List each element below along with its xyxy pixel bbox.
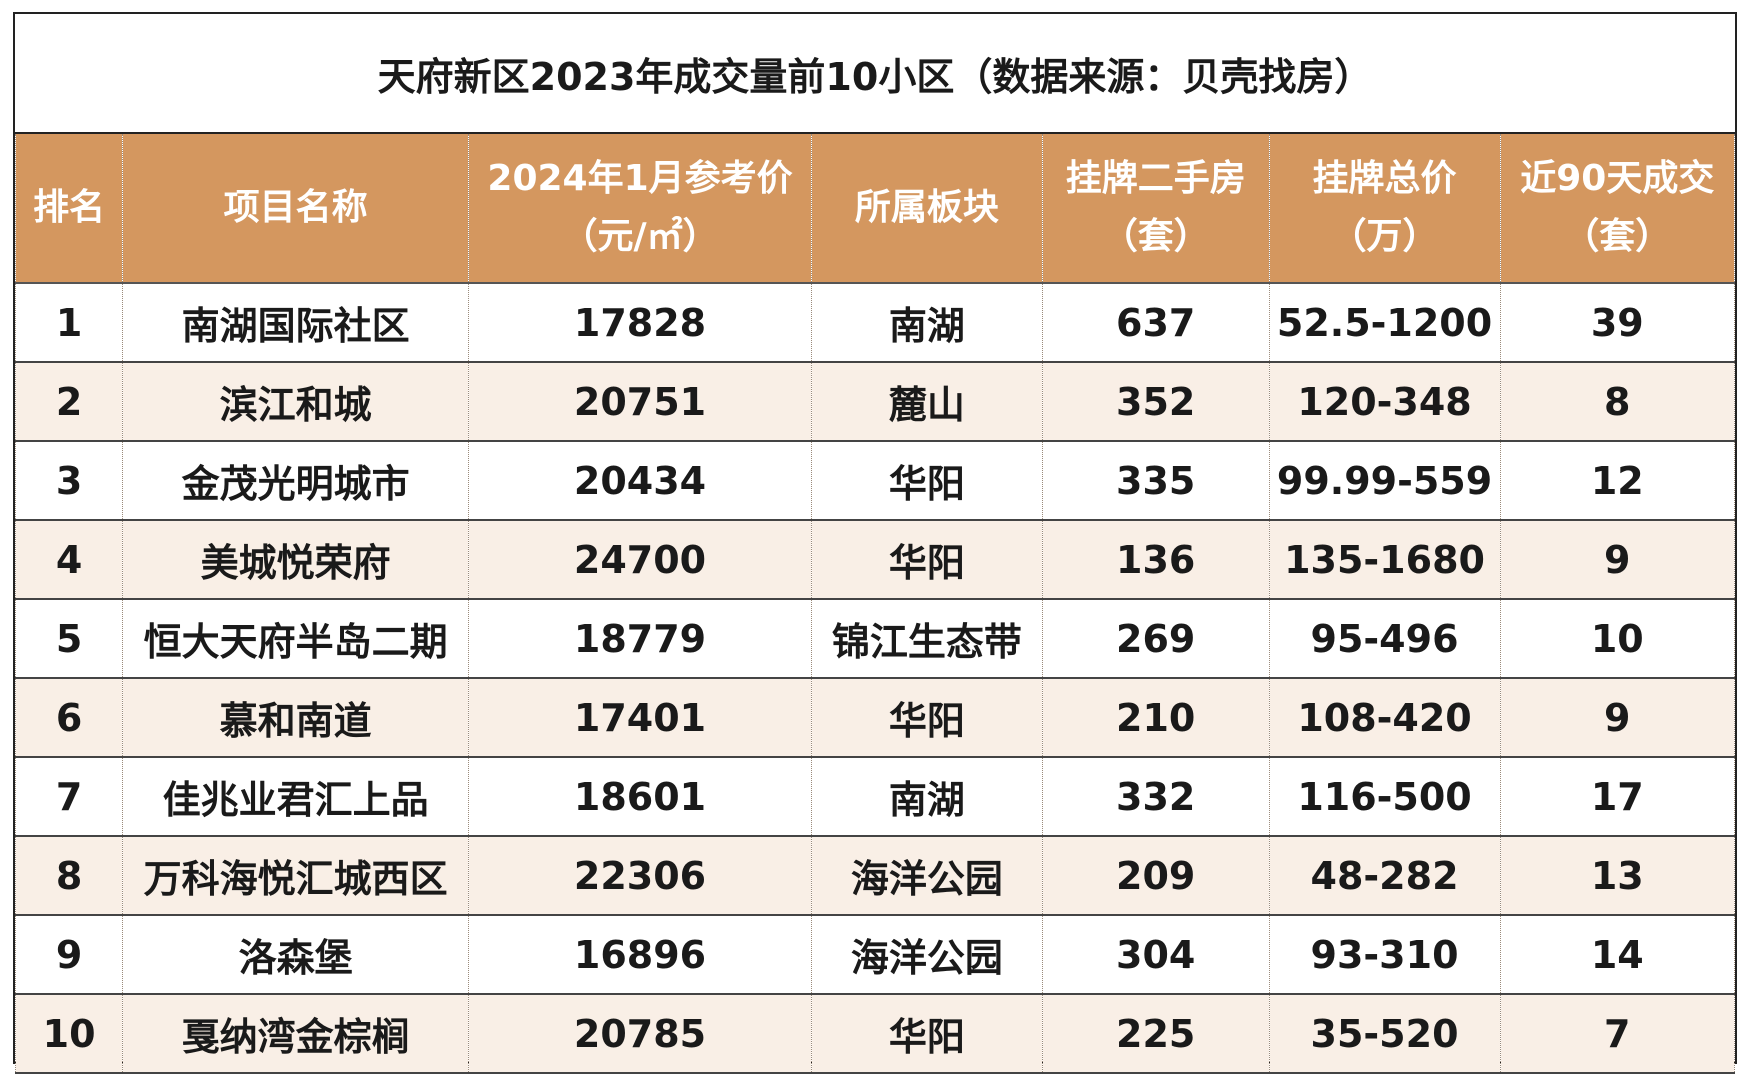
header-reference-price: 2024年1月参考价 （元/㎡） — [468, 134, 812, 284]
cell-district: 麓山 — [810, 362, 1043, 442]
cell-listed-units: 269 — [1041, 599, 1270, 679]
cell-district: 南湖 — [810, 283, 1043, 363]
cell-rank: 10 — [14, 994, 124, 1074]
cell-90day-deals: 9 — [1499, 678, 1736, 758]
cell-district: 锦江生态带 — [810, 599, 1043, 679]
cell-reference-price: 16896 — [468, 915, 812, 995]
cell-listed-units: 637 — [1041, 283, 1270, 363]
cell-90day-deals: 9 — [1499, 520, 1736, 600]
cell-district: 海洋公园 — [810, 915, 1043, 995]
cell-listed-units: 225 — [1041, 994, 1270, 1074]
cell-listed-total-price: 116-500 — [1268, 757, 1501, 837]
cell-reference-price: 18601 — [468, 757, 812, 837]
cell-90day-deals: 8 — [1499, 362, 1736, 442]
cell-90day-deals: 13 — [1499, 836, 1736, 916]
cell-district: 华阳 — [810, 441, 1043, 521]
table-title: 天府新区2023年成交量前10小区（数据来源：贝壳找房） — [15, 14, 1735, 134]
cell-rank: 1 — [14, 283, 124, 363]
cell-reference-price: 17828 — [468, 283, 812, 363]
table-row: 9 洛森堡 16896 海洋公园 304 93-310 14 — [14, 915, 1736, 995]
cell-90day-deals: 14 — [1499, 915, 1736, 995]
cell-rank: 7 — [14, 757, 124, 837]
cell-reference-price: 20785 — [468, 994, 812, 1074]
cell-rank: 3 — [14, 441, 124, 521]
table-row: 6 慕和南道 17401 华阳 210 108-420 9 — [14, 678, 1736, 758]
cell-reference-price: 18779 — [468, 599, 812, 679]
header-row: 排名 项目名称 2024年1月参考价 （元/㎡） 所属板块 挂牌二手房 （套） 挂牌… — [14, 134, 1736, 284]
cell-reference-price: 20434 — [468, 441, 812, 521]
cell-project-name: 恒大天府半岛二期 — [122, 599, 470, 679]
cell-rank: 6 — [14, 678, 124, 758]
cell-rank: 5 — [14, 599, 124, 679]
cell-listed-total-price: 99.99-559 — [1268, 441, 1501, 521]
cell-reference-price: 22306 — [468, 836, 812, 916]
cell-district: 华阳 — [810, 520, 1043, 600]
cell-listed-total-price: 135-1680 — [1268, 520, 1501, 600]
cell-rank: 2 — [14, 362, 124, 442]
table-row: 10 戛纳湾金棕榈 20785 华阳 225 35-520 7 — [14, 994, 1736, 1074]
cell-district: 华阳 — [810, 994, 1043, 1074]
table-sheet: 天府新区2023年成交量前10小区（数据来源：贝壳找房） 排名 项目名称 202… — [13, 12, 1737, 1074]
cell-listed-units: 136 — [1041, 520, 1270, 600]
table-row: 2 滨江和城 20751 麓山 352 120-348 8 — [14, 362, 1736, 442]
cell-rank: 9 — [14, 915, 124, 995]
cell-reference-price: 17401 — [468, 678, 812, 758]
table-row: 1 南湖国际社区 17828 南湖 637 52.5-1200 39 — [14, 283, 1736, 363]
cell-project-name: 滨江和城 — [122, 362, 470, 442]
header-90day-deals: 近90天成交 （套） — [1499, 134, 1736, 284]
cell-90day-deals: 39 — [1499, 283, 1736, 363]
cell-district: 华阳 — [810, 678, 1043, 758]
ranking-table: 排名 项目名称 2024年1月参考价 （元/㎡） 所属板块 挂牌二手房 （套） 挂牌… — [14, 134, 1736, 1074]
table-row: 5 恒大天府半岛二期 18779 锦江生态带 269 95-496 10 — [14, 599, 1736, 679]
table-row: 3 金茂光明城市 20434 华阳 335 99.99-559 12 — [14, 441, 1736, 521]
cell-rank: 4 — [14, 520, 124, 600]
header-rank: 排名 — [14, 134, 124, 284]
cell-listed-total-price: 108-420 — [1268, 678, 1501, 758]
cell-reference-price: 24700 — [468, 520, 812, 600]
cell-listed-total-price: 95-496 — [1268, 599, 1501, 679]
cell-listed-total-price: 120-348 — [1268, 362, 1501, 442]
header-project-name: 项目名称 — [122, 134, 470, 284]
cell-reference-price: 20751 — [468, 362, 812, 442]
table-body: 1 南湖国际社区 17828 南湖 637 52.5-1200 39 2 滨江和城 20751 麓山… — [14, 283, 1736, 1074]
cell-project-name: 佳兆业君汇上品 — [122, 757, 470, 837]
cell-90day-deals: 7 — [1499, 994, 1736, 1074]
cell-listed-total-price: 35-520 — [1268, 994, 1501, 1074]
cell-listed-units: 335 — [1041, 441, 1270, 521]
table-row: 4 美城悦荣府 24700 华阳 136 135-1680 9 — [14, 520, 1736, 600]
table-row: 7 佳兆业君汇上品 18601 南湖 332 116-500 17 — [14, 757, 1736, 837]
header-listed-total-price: 挂牌总价 （万） — [1268, 134, 1501, 284]
cell-90day-deals: 17 — [1499, 757, 1736, 837]
header-listed-units: 挂牌二手房 （套） — [1041, 134, 1270, 284]
cell-listed-total-price: 48-282 — [1268, 836, 1501, 916]
cell-listed-units: 352 — [1041, 362, 1270, 442]
cell-project-name: 美城悦荣府 — [122, 520, 470, 600]
cell-district: 海洋公园 — [810, 836, 1043, 916]
cell-90day-deals: 12 — [1499, 441, 1736, 521]
cell-district: 南湖 — [810, 757, 1043, 837]
cell-project-name: 戛纳湾金棕榈 — [122, 994, 470, 1074]
cell-listed-units: 304 — [1041, 915, 1270, 995]
cell-rank: 8 — [14, 836, 124, 916]
cell-project-name: 金茂光明城市 — [122, 441, 470, 521]
cell-project-name: 慕和南道 — [122, 678, 470, 758]
cell-project-name: 南湖国际社区 — [122, 283, 470, 363]
cell-project-name: 洛森堡 — [122, 915, 470, 995]
cell-project-name: 万科海悦汇城西区 — [122, 836, 470, 916]
cell-listed-units: 332 — [1041, 757, 1270, 837]
header-district: 所属板块 — [810, 134, 1043, 284]
cell-listed-units: 210 — [1041, 678, 1270, 758]
cell-listed-total-price: 52.5-1200 — [1268, 283, 1501, 363]
cell-90day-deals: 10 — [1499, 599, 1736, 679]
cell-listed-total-price: 93-310 — [1268, 915, 1501, 995]
table-row: 8 万科海悦汇城西区 22306 海洋公园 209 48-282 13 — [14, 836, 1736, 916]
cell-listed-units: 209 — [1041, 836, 1270, 916]
